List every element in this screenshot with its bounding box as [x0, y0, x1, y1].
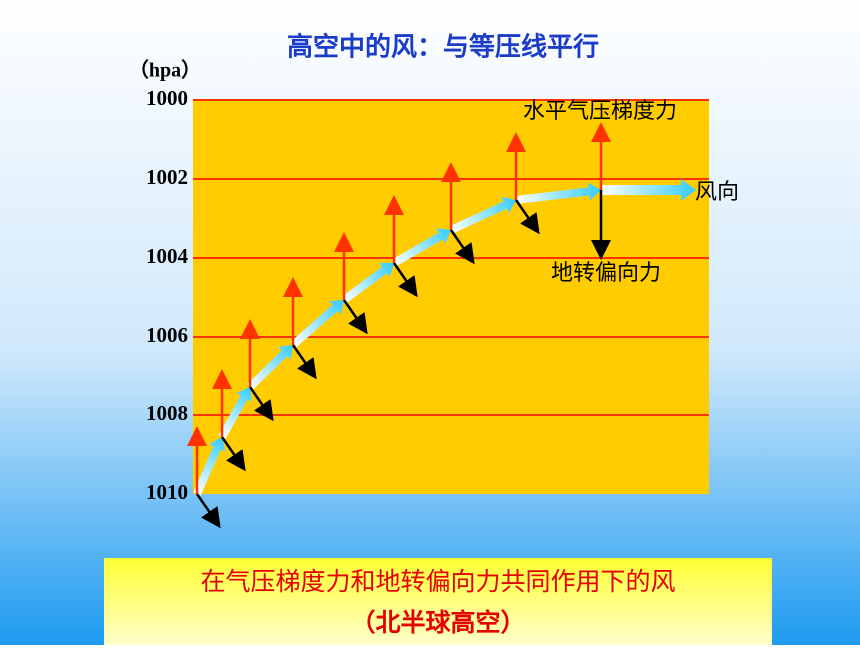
isobar-label: 1010 [146, 480, 188, 504]
coriolis-arrow [392, 262, 418, 298]
annotation: 风向 [695, 180, 739, 205]
coriolis-arrow [449, 229, 475, 265]
wind-arrow [218, 386, 252, 439]
isobar-label: 1004 [146, 244, 189, 268]
wind-arrow [391, 228, 452, 267]
chart-area [193, 100, 709, 494]
coriolis-arrow [220, 436, 246, 472]
wind-arrow [341, 262, 395, 304]
coriolis-arrow [291, 344, 317, 380]
isobar-label: 1006 [146, 323, 188, 347]
title: 高空中的风：与等压线平行 [287, 32, 599, 63]
isobar-label: 1008 [146, 401, 188, 425]
isobar-label: 1002 [146, 165, 188, 189]
wind-arrow [515, 182, 601, 204]
coriolis-arrow [514, 199, 540, 235]
wind-arrow [247, 345, 293, 390]
wind-arrow [449, 196, 516, 234]
caption: 在气压梯度力和地转偏向力共同作用下的风 [200, 567, 675, 596]
caption-box [104, 558, 772, 645]
annotation: 水平气压梯度力 [523, 99, 677, 124]
isobar-label: 1000 [146, 86, 188, 110]
coriolis-arrow [342, 299, 368, 335]
unit: （hpa） [129, 59, 201, 82]
wind-arrow [601, 179, 696, 201]
wind-arrow [193, 436, 226, 496]
annotation: 地转偏向力 [551, 261, 661, 286]
wind-arrow [290, 300, 344, 348]
coriolis-arrow [248, 386, 274, 422]
coriolis-arrow [195, 493, 221, 529]
caption: （北半球高空） [350, 608, 525, 637]
